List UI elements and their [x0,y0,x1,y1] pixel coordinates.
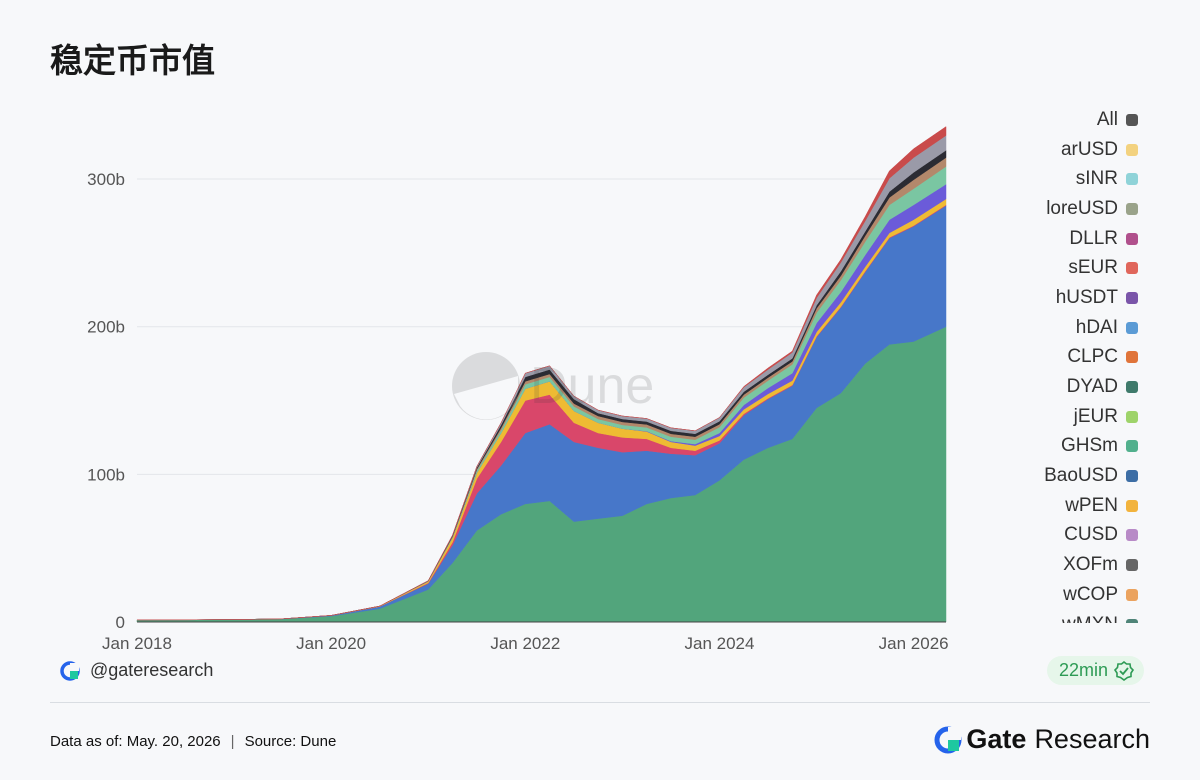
x-tick-label: Jan 2020 [296,634,366,653]
legend-swatch [1126,470,1138,483]
legend-swatch [1126,499,1138,512]
legend-label: wCOP [1063,583,1118,605]
legend-item[interactable]: CLPC [978,343,1138,373]
legend-swatch [1126,529,1138,542]
handle-text: @gateresearch [90,660,214,680]
legend-swatch [1126,559,1138,572]
x-tick-label: Jan 2018 [102,634,172,653]
legend-label: GHSm [1061,435,1118,457]
x-tick-label: Jan 2026 [879,634,949,653]
gate-logo-icon [60,660,80,681]
data-source-note: Data as of: May. 20, 2026 | Source: Dune [50,733,336,750]
legend-swatch [1126,618,1138,623]
area-series [136,126,947,623]
legend-label: CLPC [1067,346,1118,368]
legend-label: DYAD [1066,376,1118,398]
legend-label: hUSDT [1055,286,1118,308]
legend-swatch [1126,588,1138,601]
legend-label: hDAI [1075,316,1118,338]
legend-label: All [1096,108,1118,130]
legend-item[interactable]: CUSD [978,521,1138,551]
legend-item[interactable]: wCOP [978,580,1138,610]
legend-swatch [1126,321,1138,334]
legend-item[interactable]: BaoUSD [978,461,1138,491]
separator: | [230,733,235,750]
legend-item[interactable]: All [978,105,1138,135]
page-title: 稳定币市值 [50,41,215,80]
legend-swatch [1126,262,1138,275]
legend-item[interactable]: DLLR [978,224,1138,254]
legend-swatch [1126,232,1138,245]
legend-label: jEUR [1073,405,1118,427]
legend-label: DLLR [1069,227,1118,249]
data-source: Source: Dune [244,733,337,750]
legend-label: XOFm [1063,554,1118,576]
legend-label: sINR [1075,168,1118,190]
legend-item[interactable]: hUSDT [978,283,1138,313]
legend-item[interactable]: wMXN [978,610,1138,623]
chart-legend: All arUSD sINR loreUSD DLLR sEUR hUSDT hDAI CLPC… [978,105,1138,623]
legend-swatch [1126,113,1138,126]
data-as-of: Data as of: May. 20, 2026 [50,733,221,750]
x-tick-label: Jan 2024 [685,634,755,653]
y-axis: 0 100b 200b 300b [87,170,125,632]
x-axis: Jan 2018 Jan 2020 Jan 2022 Jan 2024 Jan 2026 [102,634,949,653]
gate-research-brand: Gate Research [934,724,1150,755]
area-series-red [136,126,947,621]
legend-swatch [1126,440,1138,453]
legend-swatch [1126,410,1138,423]
legend-item[interactable]: DYAD [978,372,1138,402]
y-tick-label: 200b [87,318,125,337]
legend-swatch [1126,143,1138,156]
refresh-time-badge: 22min [1046,656,1144,685]
gate-brand-logo-icon [934,726,962,753]
brand-gate: Gate [966,724,1027,754]
legend-swatch [1126,291,1138,304]
legend-item[interactable]: hDAI [978,313,1138,343]
badge-text: 22min [1058,660,1108,680]
legend-item[interactable]: GHSm [978,432,1138,462]
y-tick-label: 100b [87,465,125,484]
x-tick-label: Jan 2022 [490,634,560,653]
y-tick-label: 300b [87,170,125,189]
legend-item[interactable]: jEUR [978,402,1138,432]
legend-label: arUSD [1060,138,1118,160]
legend-item[interactable]: sINR [978,164,1138,194]
legend-label: CUSD [1064,524,1118,546]
legend-swatch [1126,202,1138,215]
footer-divider [50,702,1150,703]
legend-item[interactable]: XOFm [978,550,1138,580]
legend-swatch [1126,381,1138,394]
legend-label: sEUR [1068,257,1118,279]
legend-swatch [1126,351,1138,364]
legend-item[interactable]: wPEN [978,491,1138,521]
legend-label: wMXN [1062,614,1118,623]
legend-item[interactable]: loreUSD [978,194,1138,224]
legend-swatch [1126,173,1138,186]
legend-item[interactable]: arUSD [978,135,1138,165]
legend-item[interactable]: sEUR [978,253,1138,283]
legend-label: BaoUSD [1044,465,1118,487]
brand-research: Research [1034,724,1150,754]
check-badge-icon [1114,660,1134,681]
gateresearch-handle[interactable]: @gateresearch [60,660,213,681]
y-tick-label: 0 [116,613,125,632]
legend-label: loreUSD [1046,197,1118,219]
legend-label: wPEN [1065,494,1118,516]
